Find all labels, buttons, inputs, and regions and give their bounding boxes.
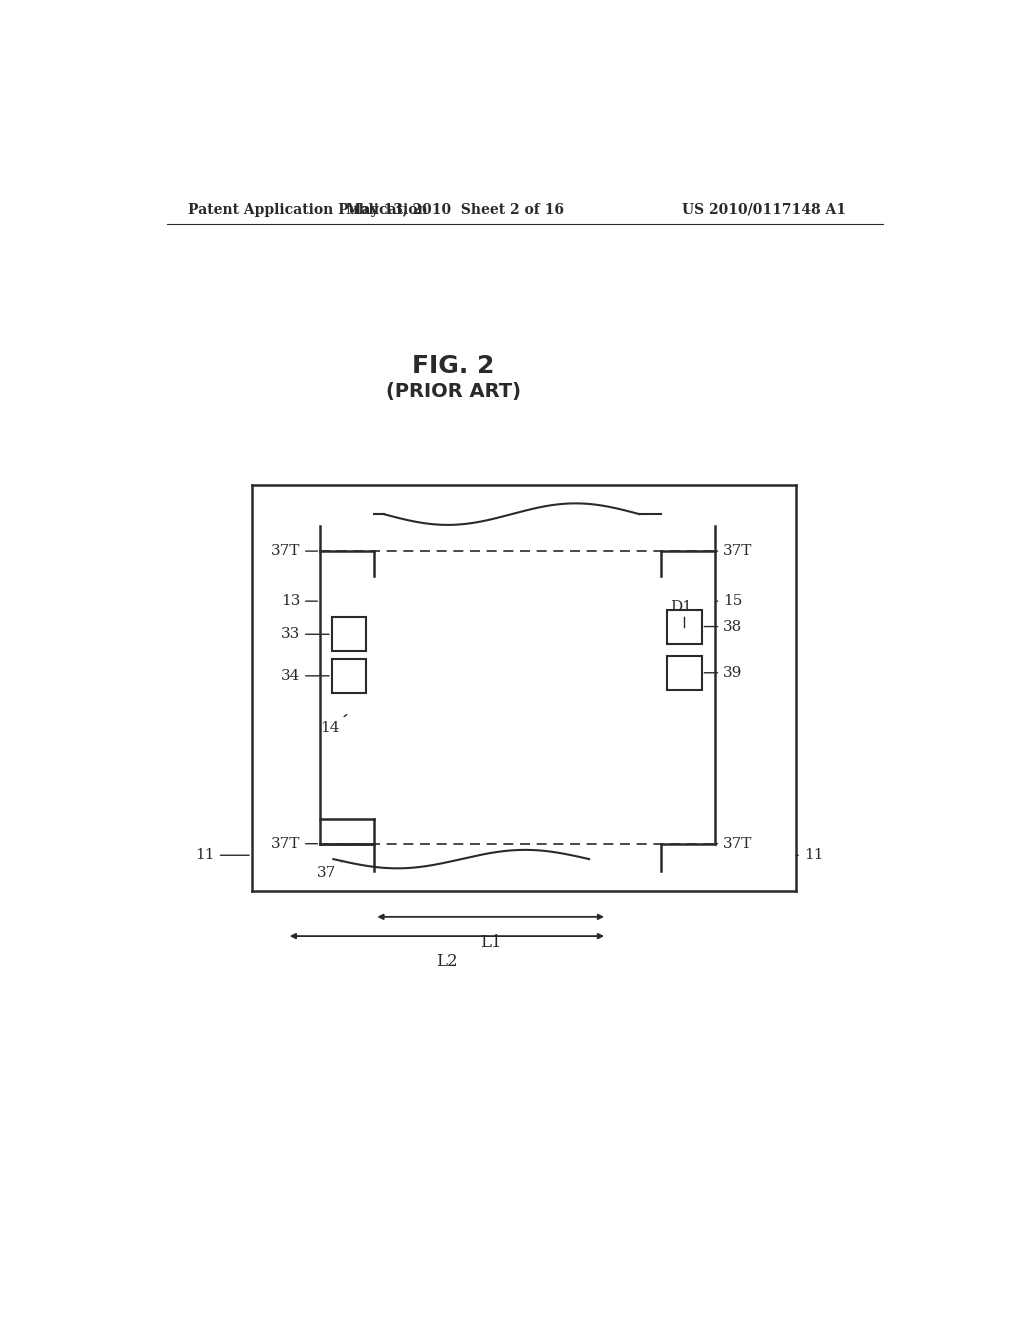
Text: 37T: 37T xyxy=(716,837,753,850)
Text: 37: 37 xyxy=(317,861,343,880)
Text: Patent Application Publication: Patent Application Publication xyxy=(188,203,428,216)
Text: FIG. 2: FIG. 2 xyxy=(413,354,495,379)
Text: 15: 15 xyxy=(716,594,742,609)
Text: L2: L2 xyxy=(436,953,458,970)
Text: (PRIOR ART): (PRIOR ART) xyxy=(386,383,521,401)
Text: 13: 13 xyxy=(281,594,317,609)
Text: 33: 33 xyxy=(281,627,329,642)
Text: 11: 11 xyxy=(796,849,823,862)
Text: May 13, 2010  Sheet 2 of 16: May 13, 2010 Sheet 2 of 16 xyxy=(346,203,564,216)
Bar xyxy=(332,659,366,693)
Text: D1: D1 xyxy=(671,599,692,614)
Text: 11: 11 xyxy=(196,849,249,862)
Bar xyxy=(668,656,701,689)
Text: L1: L1 xyxy=(480,933,502,950)
Bar xyxy=(332,618,366,651)
Text: 37T: 37T xyxy=(270,544,317,558)
Text: 14: 14 xyxy=(321,714,347,735)
Text: 37T: 37T xyxy=(716,544,753,558)
Text: US 2010/0117148 A1: US 2010/0117148 A1 xyxy=(682,203,846,216)
Bar xyxy=(668,610,701,644)
Text: 34: 34 xyxy=(281,669,329,682)
Text: 37T: 37T xyxy=(270,837,317,850)
Text: 39: 39 xyxy=(705,665,742,680)
Text: 38: 38 xyxy=(705,619,742,634)
